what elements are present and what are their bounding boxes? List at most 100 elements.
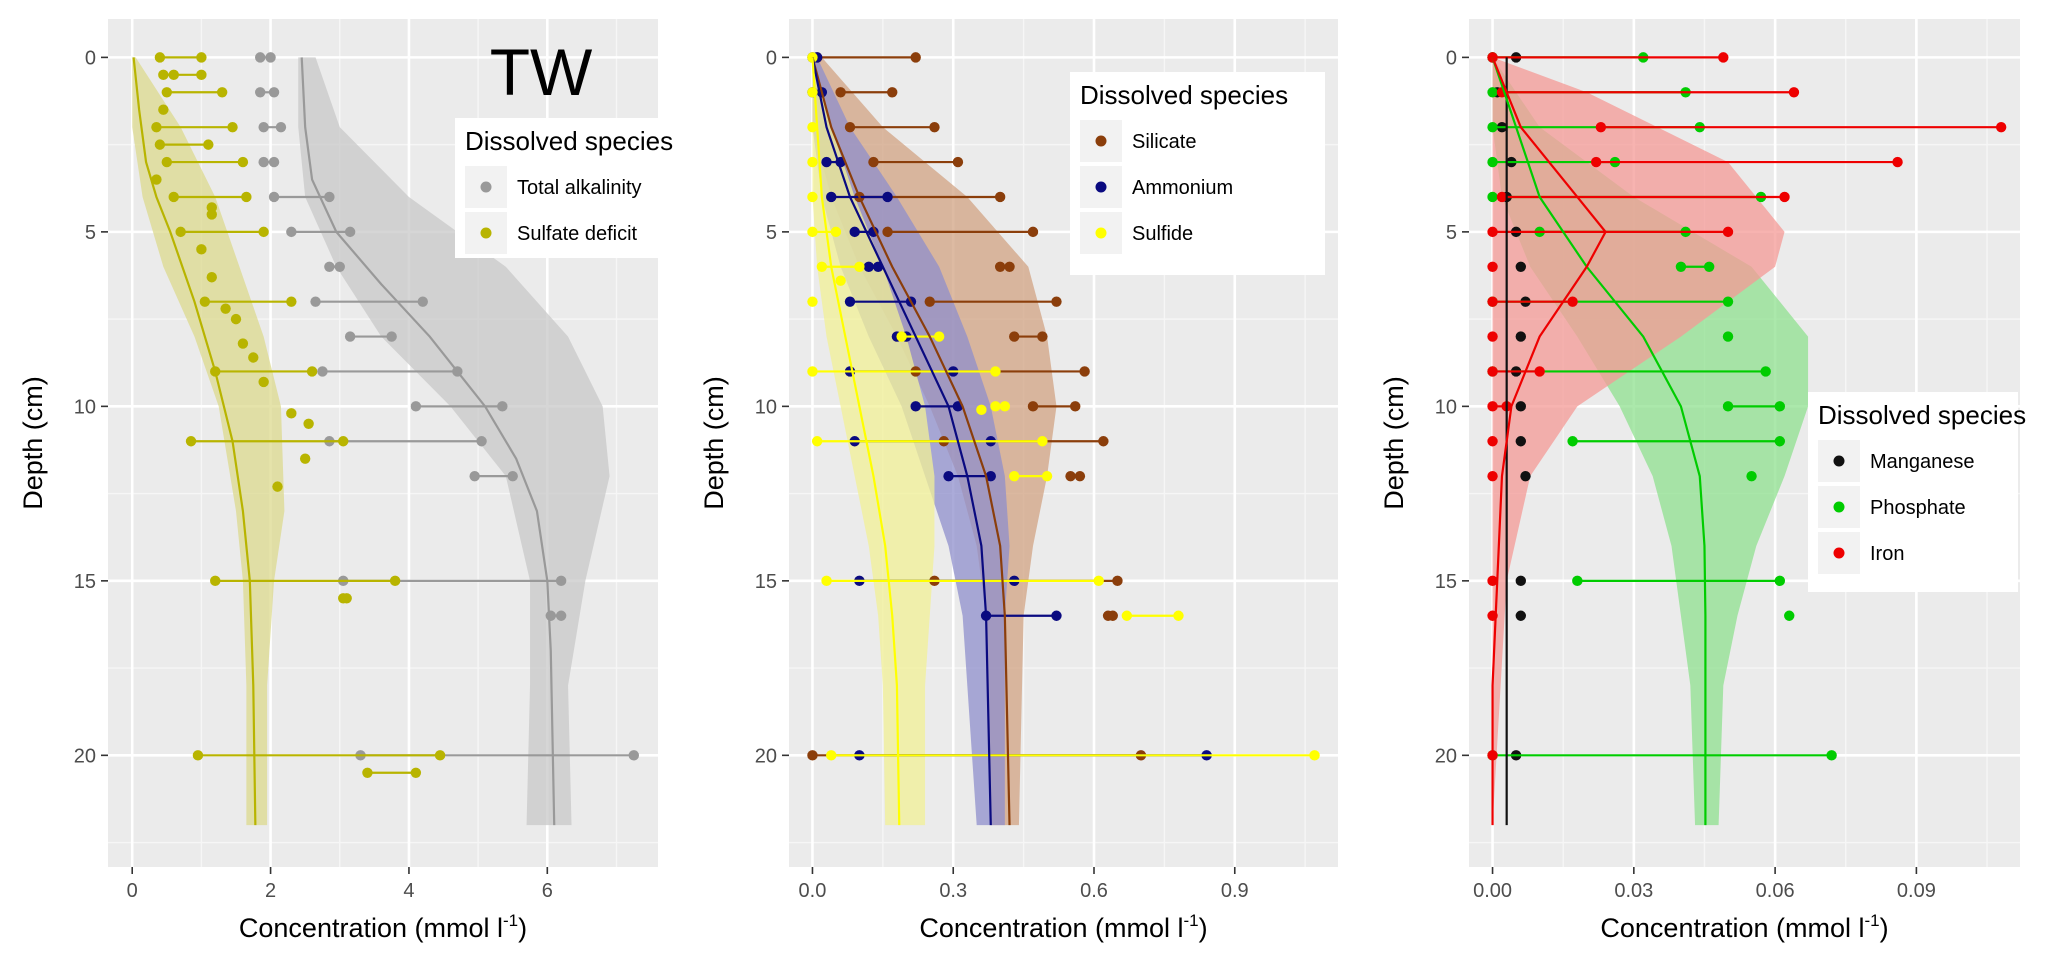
point-silicate (1070, 401, 1081, 412)
point-sulfate-deficit (258, 226, 269, 238)
point-sulfate-deficit (199, 296, 211, 307)
band-iron (1492, 57, 1785, 826)
point-total-alkalinity (344, 226, 356, 238)
point-manganese (1515, 401, 1527, 412)
point-manganese (1515, 331, 1527, 342)
point-sulfide (1093, 575, 1104, 587)
point-iron (1487, 296, 1498, 307)
legend-swatch-phosphate (1833, 501, 1845, 513)
legend-swatch-ammonium (1095, 181, 1107, 193)
point-iron (1595, 121, 1607, 133)
x-axis-title-close: ) (518, 913, 527, 943)
point-manganese (1520, 470, 1531, 482)
point-ammonium (1051, 610, 1062, 621)
point-sulfide (811, 436, 823, 447)
point-manganese (1515, 610, 1527, 621)
y-tick-label: 0 (1446, 47, 1457, 69)
point-phosphate (1703, 261, 1715, 272)
point-phosphate (1572, 575, 1583, 587)
x-tick-label: 0 (127, 880, 138, 902)
point-sulfate-deficit (237, 156, 249, 168)
point-silicate (807, 750, 818, 761)
point-total-alkalinity (344, 331, 356, 342)
point-sulfate-deficit (185, 436, 197, 447)
point-sulfide (896, 331, 907, 342)
point-sulfide (1121, 610, 1133, 621)
point-ammonium (844, 296, 856, 307)
legend: Dissolved species Total alkalinity Sulfate… (455, 118, 700, 258)
point-sulfide (816, 261, 828, 272)
point-sulfate-deficit (303, 418, 314, 430)
point-iron (1487, 436, 1498, 447)
point-ammonium (985, 470, 996, 482)
point-total-alkalinity (324, 261, 335, 272)
point-iron (1567, 296, 1578, 307)
point-iron (1487, 226, 1498, 238)
y-tick-label: 0 (766, 47, 777, 69)
x-tick-label: 0.00 (1473, 880, 1512, 902)
point-iron (1718, 52, 1729, 63)
point-phosphate (1826, 750, 1837, 761)
point-ammonium (826, 191, 837, 203)
x-tick-label: 6 (542, 880, 553, 902)
point-sulfate-deficit (434, 750, 446, 761)
point-sulfate-deficit (196, 69, 207, 81)
point-silicate (1027, 226, 1039, 238)
point-silicate (994, 261, 1006, 272)
point-sulfate-deficit (196, 244, 207, 255)
point-sulfide (1037, 436, 1048, 447)
point-sulfide (835, 275, 846, 286)
legend-entry: Total alkalinity (517, 177, 642, 199)
point-iron (1779, 191, 1790, 203)
y-axis-title: Depth (cm) (699, 376, 729, 510)
point-ammonium (943, 470, 954, 482)
point-silicate (835, 87, 846, 98)
point-total-alkalinity (255, 87, 266, 98)
point-total-alkalinity (476, 436, 487, 447)
point-total-alkalinity (469, 470, 480, 482)
point-sulfate-deficit (341, 593, 352, 604)
point-total-alkalinity (317, 366, 328, 377)
point-sulfate-deficit (362, 767, 373, 778)
point-phosphate (1722, 401, 1734, 412)
x-tick-label: 0.9 (1221, 880, 1249, 902)
point-phosphate (1487, 87, 1498, 98)
y-tick-label: 10 (755, 396, 777, 418)
point-ammonium (821, 156, 832, 168)
x-axis-title-main: Concentration (mmol l (1600, 913, 1864, 943)
x-tick-label: 4 (403, 880, 414, 902)
legend-swatch-iron (1833, 547, 1845, 559)
x-tick-label: 0.09 (1897, 880, 1936, 902)
x-tick-label: 0.6 (1080, 880, 1108, 902)
point-sulfate-deficit (248, 352, 259, 363)
point-sulfate-deficit (389, 575, 401, 587)
x-axis-title-superscript: -1 (1864, 911, 1879, 930)
point-phosphate (1722, 296, 1734, 307)
legend-title: Dissolved species (1818, 400, 2026, 430)
point-total-alkalinity (268, 156, 280, 168)
point-silicate (910, 52, 921, 63)
point-silicate (1027, 401, 1039, 412)
point-silicate (1074, 470, 1086, 482)
legend-swatch-total-alkalinity (480, 181, 492, 193)
point-phosphate (1784, 610, 1795, 621)
point-total-alkalinity (334, 261, 345, 272)
point-sulfate-deficit (306, 366, 318, 377)
point-sulfide (807, 191, 818, 203)
point-sulfide (807, 156, 818, 168)
point-total-alkalinity (497, 401, 508, 412)
point-sulfate-deficit (286, 408, 297, 419)
point-silicate (1112, 575, 1123, 587)
point-iron (1892, 156, 1903, 168)
point-total-alkalinity (286, 226, 297, 238)
mean-line-sulfate-deficit (132, 57, 257, 826)
point-phosphate (1774, 575, 1786, 587)
point-ammonium (863, 261, 874, 272)
point-sulfide (933, 331, 945, 342)
point-iron (1487, 331, 1498, 342)
y-tick-label: 15 (755, 571, 777, 593)
point-sulfate-deficit (241, 191, 252, 203)
point-phosphate (1487, 156, 1498, 168)
point-total-alkalinity (545, 610, 556, 621)
legend-title: Dissolved species (1080, 80, 1288, 110)
